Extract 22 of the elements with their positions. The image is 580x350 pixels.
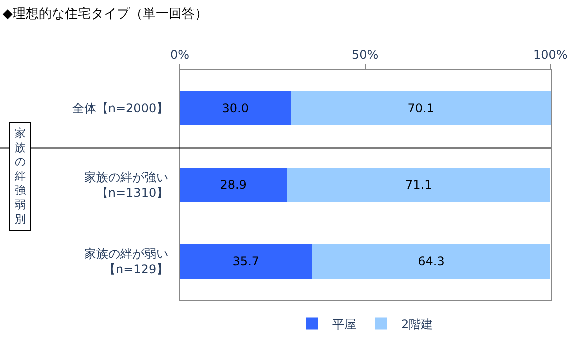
x-tick-label: 0% xyxy=(170,48,190,62)
data-label: 71.1 xyxy=(406,178,432,192)
y-tick-label: 全体【n=2000】 xyxy=(72,102,169,116)
data-label: 30.0 xyxy=(222,101,249,116)
bar xyxy=(180,244,312,279)
data-label: 35.7 xyxy=(232,254,260,269)
x-tick-label: 100% xyxy=(533,48,568,62)
y-tick-label: 家族の絆が強い【n=1310】 xyxy=(84,170,169,200)
legend-label: 平屋 xyxy=(332,317,356,332)
bar xyxy=(180,91,292,126)
bar xyxy=(291,91,551,126)
data-label: 28.9 xyxy=(220,178,247,192)
x-tick-label: 50% xyxy=(352,48,379,62)
legend-label: 2階建 xyxy=(402,317,434,332)
text: 家族の絆強弱別 xyxy=(14,127,26,226)
y-tick-label: 家族の絆が弱い【n=129】 xyxy=(84,247,169,277)
bar xyxy=(312,244,551,279)
bar xyxy=(287,168,551,202)
chart-title: ◆理想的な住宅タイプ（単一回答） xyxy=(2,6,208,22)
bar xyxy=(180,168,288,202)
data-label: 70.1 xyxy=(408,101,434,116)
data-label: 64.3 xyxy=(418,254,445,269)
